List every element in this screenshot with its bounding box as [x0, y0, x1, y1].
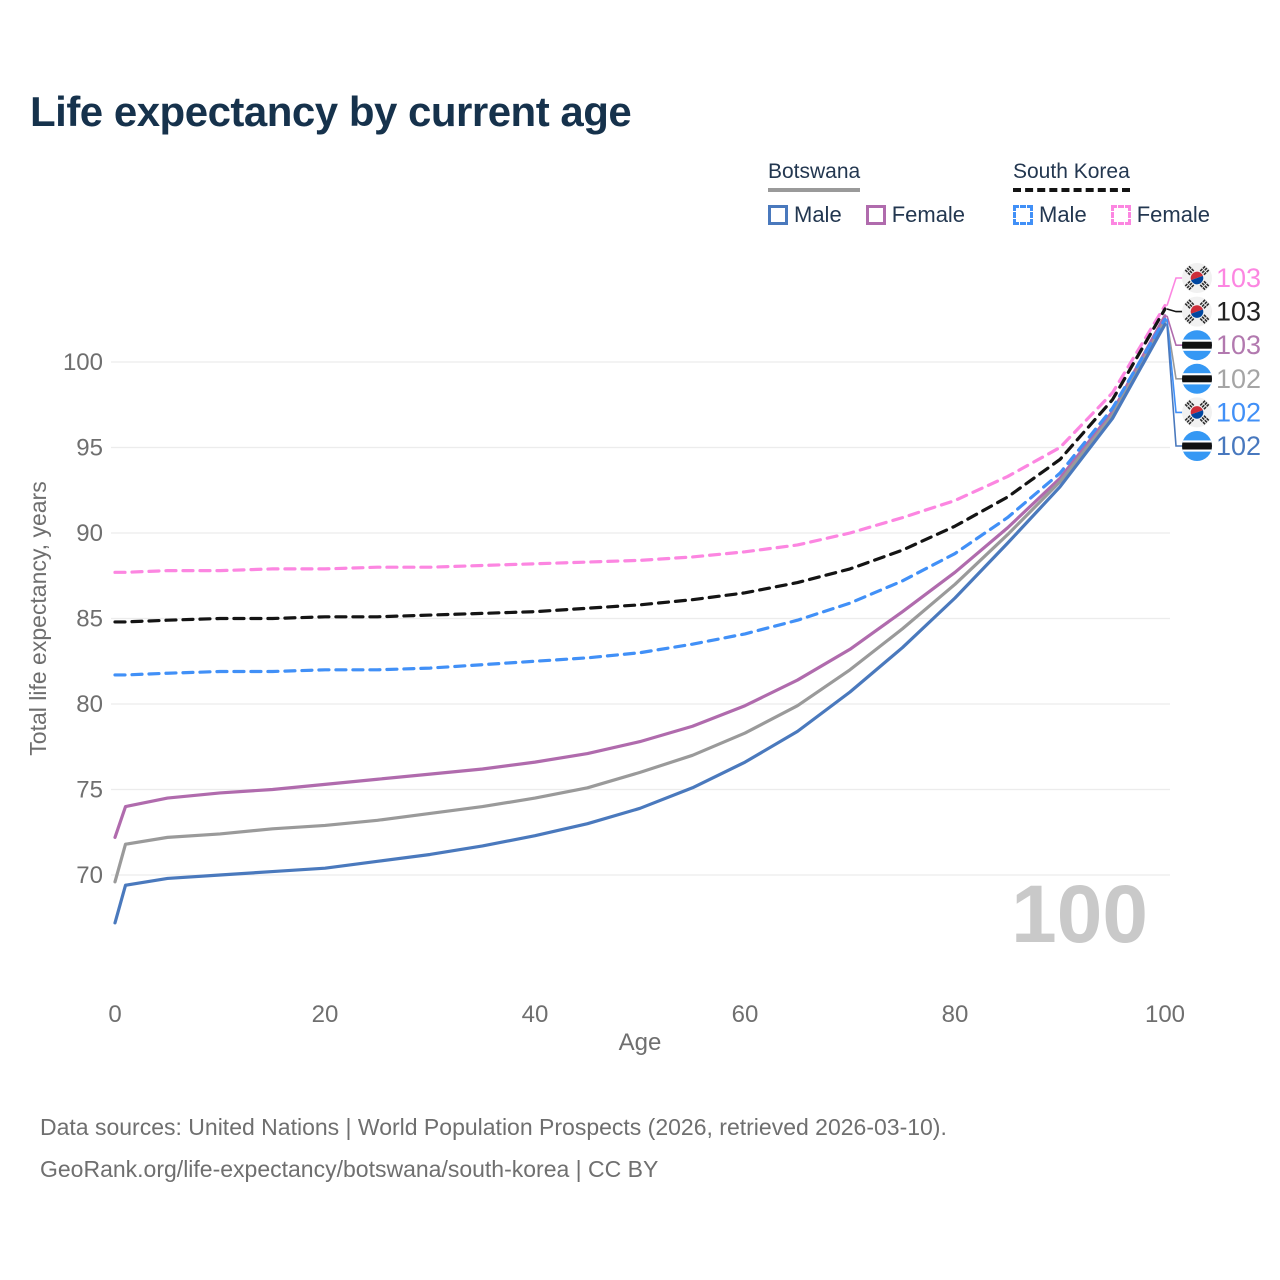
series-line-south-korea-total[interactable]	[113, 307, 1167, 624]
end-label-connector-botswana-male	[1166, 324, 1183, 447]
legend-country-south-korea: South Korea	[1013, 160, 1130, 192]
legend-group-south-korea: South Korea Male Female	[1013, 160, 1210, 228]
x-tick-label-100: 100	[1145, 1001, 1185, 1028]
legend-group-botswana: Botswana Male Female	[768, 160, 965, 228]
legend-item-botswana-male[interactable]: Male	[768, 202, 842, 228]
page-title: Life expectancy by current age	[30, 88, 632, 135]
end-value-label-botswana-female: 103	[1216, 330, 1261, 360]
botswana-female-swatch-icon	[865, 205, 886, 225]
y-tick-label-75: 75	[76, 777, 103, 804]
series-line-south-korea-female[interactable]	[113, 303, 1167, 574]
botswana-male-swatch-icon	[768, 205, 788, 225]
end-value-label-botswana-total: 102	[1216, 364, 1261, 394]
end-label-connector-south-korea-female	[1166, 277, 1183, 306]
botswana-flag-icon	[1182, 330, 1212, 361]
botswana-flag-icon	[1182, 363, 1212, 394]
x-tick-label-0: 0	[108, 1001, 121, 1028]
series-line-botswana-female[interactable]	[113, 314, 1167, 839]
series-line-botswana-male[interactable]	[113, 322, 1167, 925]
legend-items-south-korea: Male Female	[1013, 202, 1210, 228]
south-korea-male-swatch-icon	[1013, 205, 1033, 225]
end-label-connector-botswana-total	[1166, 320, 1183, 380]
end-label-connector-botswana-female	[1166, 315, 1183, 347]
y-tick-label-80: 80	[76, 691, 103, 718]
y-tick-label-100: 100	[63, 349, 103, 376]
y-tick-label-90: 90	[76, 520, 103, 547]
x-tick-label-20: 20	[312, 1001, 339, 1028]
end-value-label-south-korea-male: 102	[1216, 397, 1261, 427]
legend-country-botswana: Botswana	[768, 160, 861, 192]
x-axis-title: Age	[619, 1029, 662, 1056]
series-line-south-korea-male[interactable]	[113, 317, 1167, 677]
y-tick-label-70: 70	[76, 862, 103, 889]
end-value-label-south-korea-total: 103	[1216, 297, 1261, 327]
footer-attribution-url: GeoRank.org/life-expectancy/botswana/sou…	[40, 1156, 659, 1182]
legend-items-botswana: Male Female	[768, 202, 965, 228]
y-tick-label-85: 85	[76, 606, 103, 633]
south-korea-flag-icon	[1182, 296, 1212, 327]
x-tick-label-40: 40	[522, 1001, 549, 1028]
south-korea-flag-icon	[1182, 263, 1212, 293]
end-label-connector-south-korea-total	[1166, 308, 1183, 313]
legend-item-label: Female	[891, 202, 966, 227]
end-value-label-south-korea-female: 103	[1216, 263, 1261, 293]
legend-item-label: Male	[794, 202, 842, 227]
series-line-botswana-total[interactable]	[113, 319, 1167, 884]
hover-age-watermark: 100	[1011, 869, 1148, 960]
x-tick-label-80: 80	[942, 1001, 969, 1028]
footer: Data sources: United Nations | World Pop…	[40, 1106, 947, 1190]
end-value-label-botswana-male: 102	[1216, 431, 1261, 461]
legend-item-label: Male	[1039, 202, 1087, 227]
legend-item-south-korea-female[interactable]: Female	[1110, 202, 1211, 228]
south-korea-flag-icon	[1182, 397, 1212, 428]
y-tick-label-95: 95	[76, 435, 103, 462]
south-korea-female-swatch-icon	[1110, 205, 1131, 225]
y-axis-title: Total life expectancy, years	[25, 481, 51, 755]
footer-data-sources: Data sources: United Nations | World Pop…	[40, 1114, 947, 1140]
x-tick-label-60: 60	[732, 1001, 759, 1028]
legend-item-label: Female	[1136, 202, 1211, 227]
end-label-connector-south-korea-male	[1166, 319, 1183, 414]
legend-item-south-korea-male[interactable]: Male	[1013, 202, 1087, 228]
botswana-flag-icon	[1182, 431, 1212, 461]
legend-item-botswana-female[interactable]: Female	[865, 202, 966, 228]
